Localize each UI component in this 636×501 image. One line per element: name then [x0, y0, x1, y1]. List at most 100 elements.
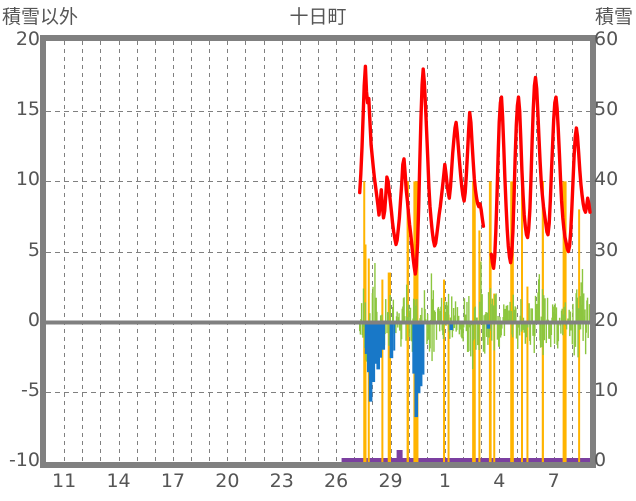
precip-bar-green — [482, 321, 485, 352]
precip-bar-green — [462, 321, 464, 342]
precip-bar-green — [568, 309, 570, 322]
precip-bar-green — [529, 321, 532, 345]
precip-bar-green — [586, 297, 589, 322]
precip-bar-green — [419, 314, 422, 322]
precip-bar-blue — [381, 321, 386, 350]
precip-bar-green — [540, 316, 542, 322]
snow-depth-bar — [578, 209, 581, 462]
precip-bar-green — [587, 321, 589, 338]
precip-bar-blue — [364, 321, 369, 354]
x-axis-tick: 14 — [106, 470, 131, 492]
precip-bar-green — [447, 293, 450, 322]
precip-bar-green — [578, 321, 581, 330]
x-axis-tick: 17 — [160, 470, 186, 492]
precip-bar-green — [408, 321, 410, 337]
precip-bar-green — [492, 305, 495, 322]
precip-bar-green — [572, 303, 574, 322]
precip-bar-green — [424, 309, 426, 322]
precip-bar-blue — [371, 321, 376, 383]
precip-bar-green — [434, 311, 436, 322]
y-axis-tick-left: 0 — [27, 308, 40, 331]
precip-bar-green — [372, 286, 374, 322]
precip-bar-green — [412, 298, 415, 322]
precip-bar-green — [395, 321, 397, 334]
snow-cover-peak — [396, 450, 403, 462]
precip-bar-green — [569, 311, 572, 322]
precip-bar-green — [470, 321, 472, 357]
precip-bar-blue — [373, 321, 378, 364]
precip-bar-green — [584, 321, 587, 355]
precip-bar-green — [486, 312, 488, 322]
precip-bar-green — [576, 297, 579, 322]
precip-bar-green — [543, 321, 546, 341]
precip-bar-green — [451, 296, 453, 322]
precip-bar-green — [388, 321, 391, 334]
precip-bar-green — [545, 321, 547, 344]
precip-bar-green — [585, 321, 587, 333]
precip-bar-green — [467, 321, 469, 352]
precip-bar-green — [522, 317, 525, 322]
precip-bar-green — [582, 321, 584, 341]
precip-bar-green — [543, 295, 545, 322]
precip-bar-green — [374, 263, 376, 322]
precip-bar-green — [389, 294, 391, 322]
y-axis-tick-right: 10 — [594, 378, 619, 401]
y-axis-tick-left: 10 — [15, 168, 40, 191]
precip-bar-green — [522, 321, 524, 330]
precip-bar-green — [491, 321, 493, 341]
precip-bar-green — [388, 321, 390, 346]
precip-bar-green — [475, 321, 477, 350]
left-axis-title: 積雪以外 — [2, 6, 79, 28]
precip-bar-green — [468, 296, 470, 322]
y-axis-tick-left: -10 — [8, 449, 40, 471]
precip-bar-green — [423, 290, 426, 322]
precip-bar-green — [565, 321, 568, 330]
precip-bar-blue — [412, 321, 416, 374]
precip-bar-blue — [418, 321, 423, 387]
precip-bar-green — [574, 321, 577, 347]
precip-bar-green — [385, 299, 387, 322]
precip-bar-green — [392, 299, 395, 322]
precip-bar-green — [375, 297, 377, 322]
precip-bar-green — [379, 315, 382, 322]
precip-bar-green — [528, 303, 530, 322]
precip-bar-green — [465, 321, 468, 332]
precip-bar-green — [364, 321, 366, 349]
precip-bar-green — [508, 310, 510, 322]
precip-bar-green — [491, 298, 494, 322]
precip-bar-green — [512, 294, 514, 322]
precip-bar-green — [431, 321, 433, 362]
precip-bar-green — [538, 274, 541, 322]
precip-bar-green — [478, 301, 481, 322]
precip-bar-green — [466, 301, 468, 322]
precip-bar-green — [530, 308, 532, 322]
precip-bar-green — [570, 321, 572, 331]
precip-bar-green — [416, 299, 418, 322]
precip-bar-green — [397, 321, 399, 328]
precip-bar-green — [400, 321, 403, 340]
precip-bar-green — [376, 311, 378, 322]
precip-bar-green — [426, 313, 429, 322]
precip-bar-green — [583, 293, 585, 322]
precip-bar-green — [553, 306, 555, 322]
precip-bar-green — [577, 308, 580, 322]
precip-bar-green — [539, 321, 542, 348]
precip-bar-blue — [422, 321, 425, 375]
snow-depth-bar — [387, 272, 390, 462]
precip-bar-green — [544, 298, 546, 322]
precip-bar-green — [501, 321, 503, 329]
x-axis-tick: 11 — [52, 470, 77, 492]
precip-bar-green — [503, 321, 506, 337]
precip-bar-green — [579, 296, 581, 322]
y-axis-tick-left: -5 — [21, 378, 40, 401]
precip-bar-blue — [376, 321, 381, 370]
precip-bar-green — [449, 317, 452, 322]
snow-depth-bar — [493, 293, 496, 462]
precip-bar-green — [525, 321, 528, 338]
precip-bar-green — [485, 321, 488, 337]
precip-bar-green — [362, 321, 364, 338]
precip-bar-green — [567, 318, 569, 322]
precip-bar-green — [561, 308, 563, 322]
